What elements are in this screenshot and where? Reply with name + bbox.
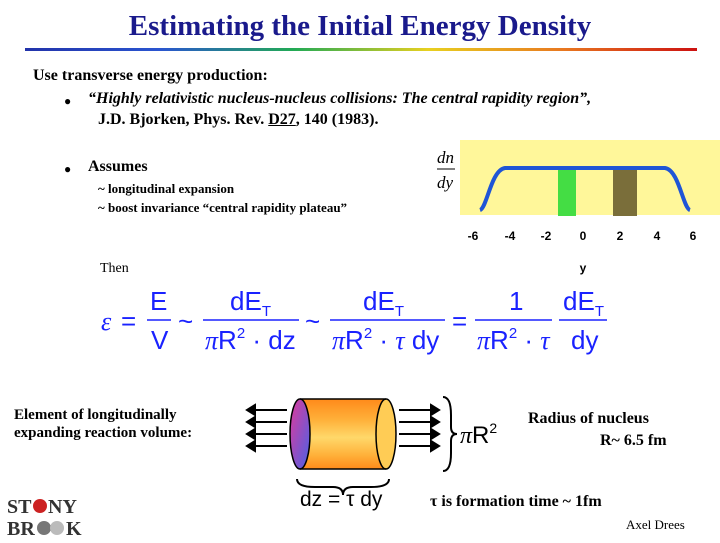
tick-label: -6: [468, 229, 479, 243]
right-arrowhead: [430, 403, 441, 417]
forward-olive-band: [613, 168, 637, 216]
author-name: Axel Drees: [626, 517, 685, 532]
length-brace: [296, 478, 390, 496]
rapidity-plot: dn dy -6 -4 -2 0 2 4 6 y: [437, 140, 720, 275]
stony-brook-logo: ST NY BR K: [6, 494, 86, 540]
numerator-one: 1: [509, 286, 523, 316]
formation-time-text: τ is formation time ~ 1fm: [430, 493, 602, 510]
logo-letters-br: BR: [7, 518, 35, 538]
sub-item-longitudinal: ~ longitudinal expansion: [98, 181, 235, 196]
element-volume-caption: Element of longitudinally expanding reac…: [14, 406, 192, 442]
logo-o-mark: [33, 499, 47, 513]
citation-pages: , 140 (1983).: [295, 111, 379, 128]
logo-letters-ny: NY: [48, 496, 77, 518]
slide-title: Estimating the Initial Energy Density: [128, 10, 592, 42]
equals-sign: =: [121, 306, 136, 336]
expanding-volume-diagram: πR2: [245, 385, 515, 510]
rapidity-plateau-chart: dn dy -6 -4 -2 0 2 4 6 y: [425, 140, 720, 280]
cylinder-body: [300, 399, 386, 469]
sub-item-boost: ~ boost invariance “central rapidity pla…: [98, 200, 348, 215]
radius-brace: [442, 396, 458, 472]
dn-dy-curve: [478, 166, 692, 212]
citation-volume: D27: [268, 111, 296, 128]
element-caption-line1: Element of longitudinally: [14, 407, 177, 423]
denominator-piR2tau: πR2 · τ: [477, 325, 551, 355]
right-arrowhead: [430, 427, 441, 441]
formula-svg: ε = E V ~ dET πR2 · dz ~ dET πR2 · τ dy …: [101, 286, 607, 355]
title-underline: [25, 48, 697, 51]
logo-letters-st: ST: [7, 496, 32, 518]
tick-label: 6: [690, 229, 697, 243]
numerator-dET: dET: [230, 286, 271, 320]
numerator-dET: dET: [563, 286, 604, 320]
bullet1-citation-title: “Highly relativistic nucleus-nucleus col…: [88, 90, 592, 107]
denominator-V: V: [151, 325, 169, 355]
logo-letters-k: K: [66, 518, 82, 538]
radius-caption-line2: R~ 6.5 fm: [600, 432, 667, 449]
equals-sign: =: [452, 306, 467, 336]
tick-label: 4: [654, 229, 661, 243]
xlabel-y: y: [580, 261, 587, 275]
pi-r-squared-label: πR2: [460, 420, 497, 449]
tick-label: -4: [505, 229, 516, 243]
epsilon-symbol: ε: [101, 307, 112, 336]
denominator-dy: dy: [571, 325, 598, 355]
cylinder-left-cap: [289, 398, 311, 470]
plot-panel: [460, 140, 720, 215]
bullet1-citation-ref: J.D. Bjorken, Phys. Rev. D27, 140 (1983)…: [98, 111, 378, 129]
cylinder-right-cap: [375, 398, 397, 470]
denominator-piR2dz: πR2 · dz: [205, 325, 296, 355]
left-arrowhead: [245, 439, 256, 453]
dz-tau-dy-formula: dz = τ dy: [300, 488, 383, 511]
numerator-E: E: [150, 286, 167, 316]
logo-o-mark: [37, 521, 51, 535]
mid-rapidity-green-band: [558, 168, 576, 216]
tick-label: 0: [580, 229, 587, 243]
tick-label: -2: [541, 229, 552, 243]
left-arrowhead: [245, 403, 256, 417]
citation-authors: J.D. Bjorken, Phys. Rev.: [98, 111, 269, 128]
right-arrowhead: [430, 415, 441, 429]
numerator-dET: dET: [363, 286, 404, 320]
ylabel-dy: dy: [437, 173, 454, 192]
logo-o-mark: [50, 521, 64, 535]
sim-sign: ~: [305, 306, 320, 336]
left-arrowhead: [245, 415, 256, 429]
bullet2-text: Assumes: [88, 158, 148, 175]
intro-text: Use transverse energy production:: [33, 67, 268, 84]
denominator-piR2taudy: πR2 · τ dy: [332, 325, 439, 355]
bullet-dot: ●: [64, 162, 72, 176]
energy-density-formula: ε = E V ~ dET πR2 · dz ~ dET πR2 · τ dy …: [95, 282, 625, 357]
cylinder-svg: πR2: [245, 396, 497, 496]
bullet-dot: ●: [64, 94, 72, 108]
sim-sign: ~: [178, 306, 193, 336]
tick-label: 2: [617, 229, 624, 243]
element-caption-line2: expanding reaction volume:: [14, 425, 193, 441]
left-arrowhead: [245, 427, 256, 441]
logo-svg: ST NY BR K: [7, 496, 82, 540]
then-text: Then: [100, 261, 129, 276]
ylabel-dn: dn: [437, 148, 454, 167]
right-arrowhead: [430, 439, 441, 453]
radius-caption-line1: Radius of nucleus: [528, 410, 649, 427]
